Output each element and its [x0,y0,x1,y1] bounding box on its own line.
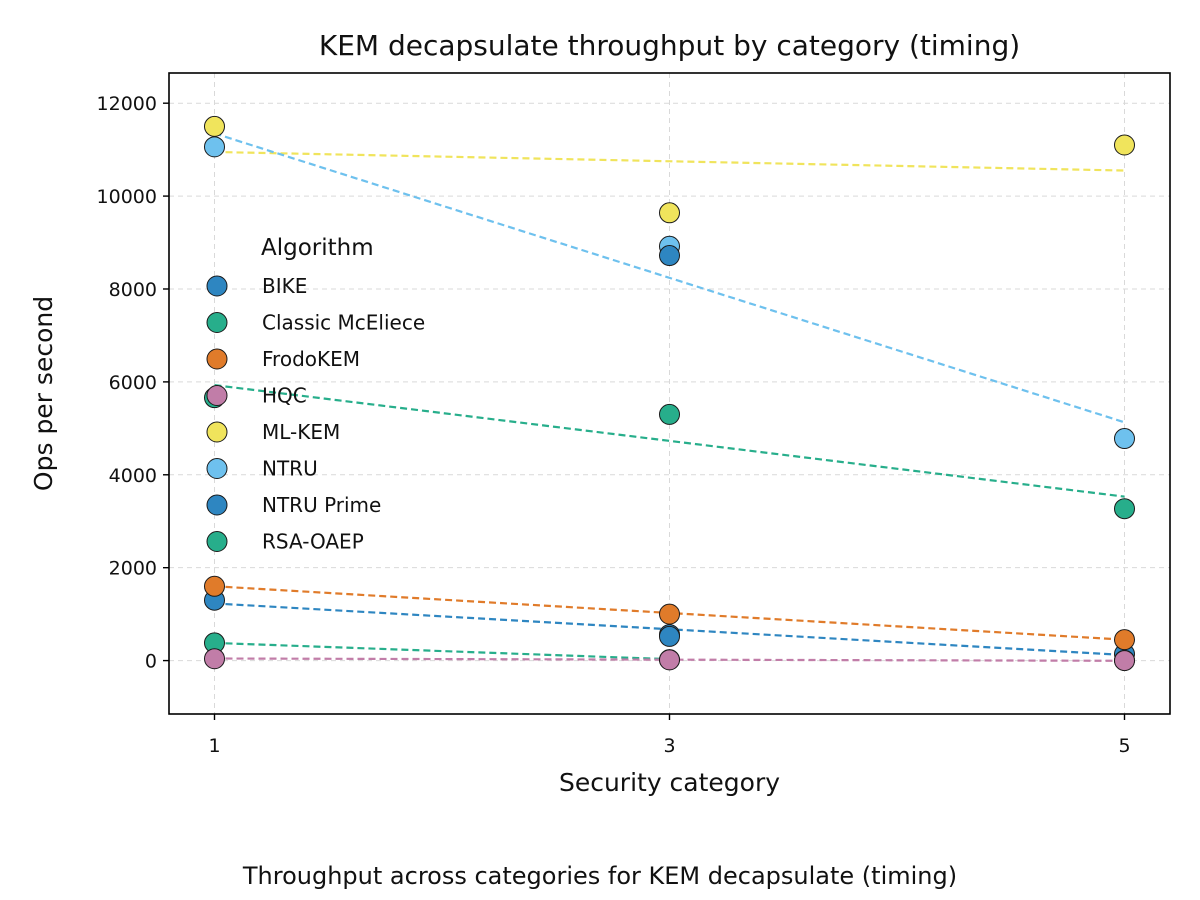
legend-marker [206,531,228,552]
data-points [204,115,1135,672]
data-point [204,115,225,137]
y-tick-label: 0 [145,651,157,673]
legend-marker [206,421,228,443]
trend-line [214,132,1125,424]
x-tick-label: 3 [663,735,675,757]
chart-title: KEM decapsulate throughput by category (… [319,29,1020,62]
legend-label: BIKE [262,274,307,298]
data-point [659,202,680,224]
legend-label: FrodoKEM [262,347,360,371]
axis-ticks: 0 2000 4000 6000 8000 10000 12000 1 3 5 [97,93,1131,757]
data-point [659,403,680,425]
legend-label: NTRU [262,457,318,481]
legend-title: Algorithm [261,235,374,261]
data-point [1114,650,1135,672]
y-tick-label: 4000 [109,465,157,487]
y-tick-label: 8000 [109,279,157,301]
legend-marker [206,312,228,333]
data-point [204,575,225,597]
y-tick-label: 12000 [97,93,157,115]
data-point [1114,134,1135,156]
legend-marker [206,348,228,370]
data-point [1114,629,1135,651]
trend-line [214,384,1125,498]
x-axis-label: Security category [559,768,780,797]
legend-label: Classic McEliece [262,311,425,335]
data-point [1114,498,1135,520]
y-axis-label: Ops per second [29,296,58,491]
data-point [659,625,680,647]
y-tick-label: 2000 [109,558,157,580]
data-point [204,648,225,670]
legend-label: NTRU Prime [262,493,381,517]
legend-marker [206,275,228,297]
legend-label: HQC [262,384,307,408]
trend-line [214,641,670,661]
legend-marker [206,385,228,406]
data-point [204,136,225,158]
figure-caption: Throughput across categories for KEM dec… [242,862,958,890]
data-point [1114,428,1135,450]
legend: Algorithm BIKE Classic McEliece FrodoKEM HQ… [206,235,425,554]
legend-marker [206,494,228,516]
y-tick-label: 10000 [97,186,157,208]
legend-marker [206,458,228,479]
data-point [659,649,680,671]
x-tick-label: 5 [1118,735,1130,757]
y-tick-label: 6000 [109,372,157,394]
trend-line [214,150,1125,172]
legend-label: RSA-OAEP [262,530,364,554]
data-point [659,245,680,267]
legend-label: ML-KEM [262,420,340,444]
data-point [659,603,680,625]
x-tick-label: 1 [208,735,220,757]
